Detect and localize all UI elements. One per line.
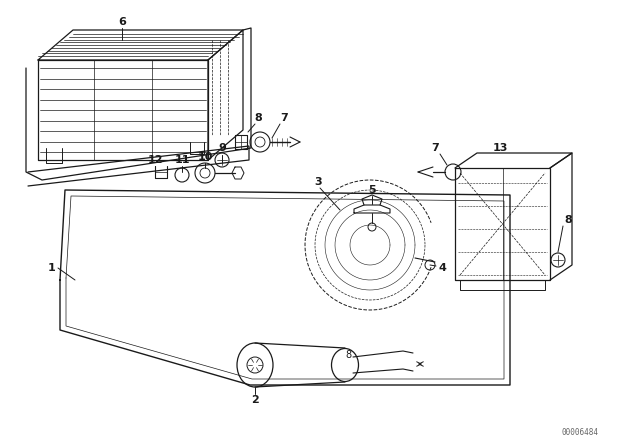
Text: 1: 1 — [48, 263, 56, 273]
Text: 6: 6 — [118, 17, 126, 27]
Text: 7: 7 — [280, 113, 288, 123]
Text: 4: 4 — [438, 263, 446, 273]
Text: 00006484: 00006484 — [561, 427, 598, 436]
Circle shape — [179, 172, 185, 178]
Text: 13: 13 — [492, 143, 508, 153]
Text: 7: 7 — [431, 143, 439, 153]
Text: 12: 12 — [147, 155, 163, 165]
Text: 5: 5 — [368, 185, 376, 195]
Text: 8: 8 — [564, 215, 572, 225]
Text: 3: 3 — [314, 177, 322, 187]
Text: 8: 8 — [254, 113, 262, 123]
Text: 10: 10 — [197, 152, 212, 162]
Text: 9: 9 — [218, 143, 226, 153]
Text: 11: 11 — [174, 155, 189, 165]
Text: 8: 8 — [345, 350, 351, 360]
Text: 2: 2 — [251, 395, 259, 405]
